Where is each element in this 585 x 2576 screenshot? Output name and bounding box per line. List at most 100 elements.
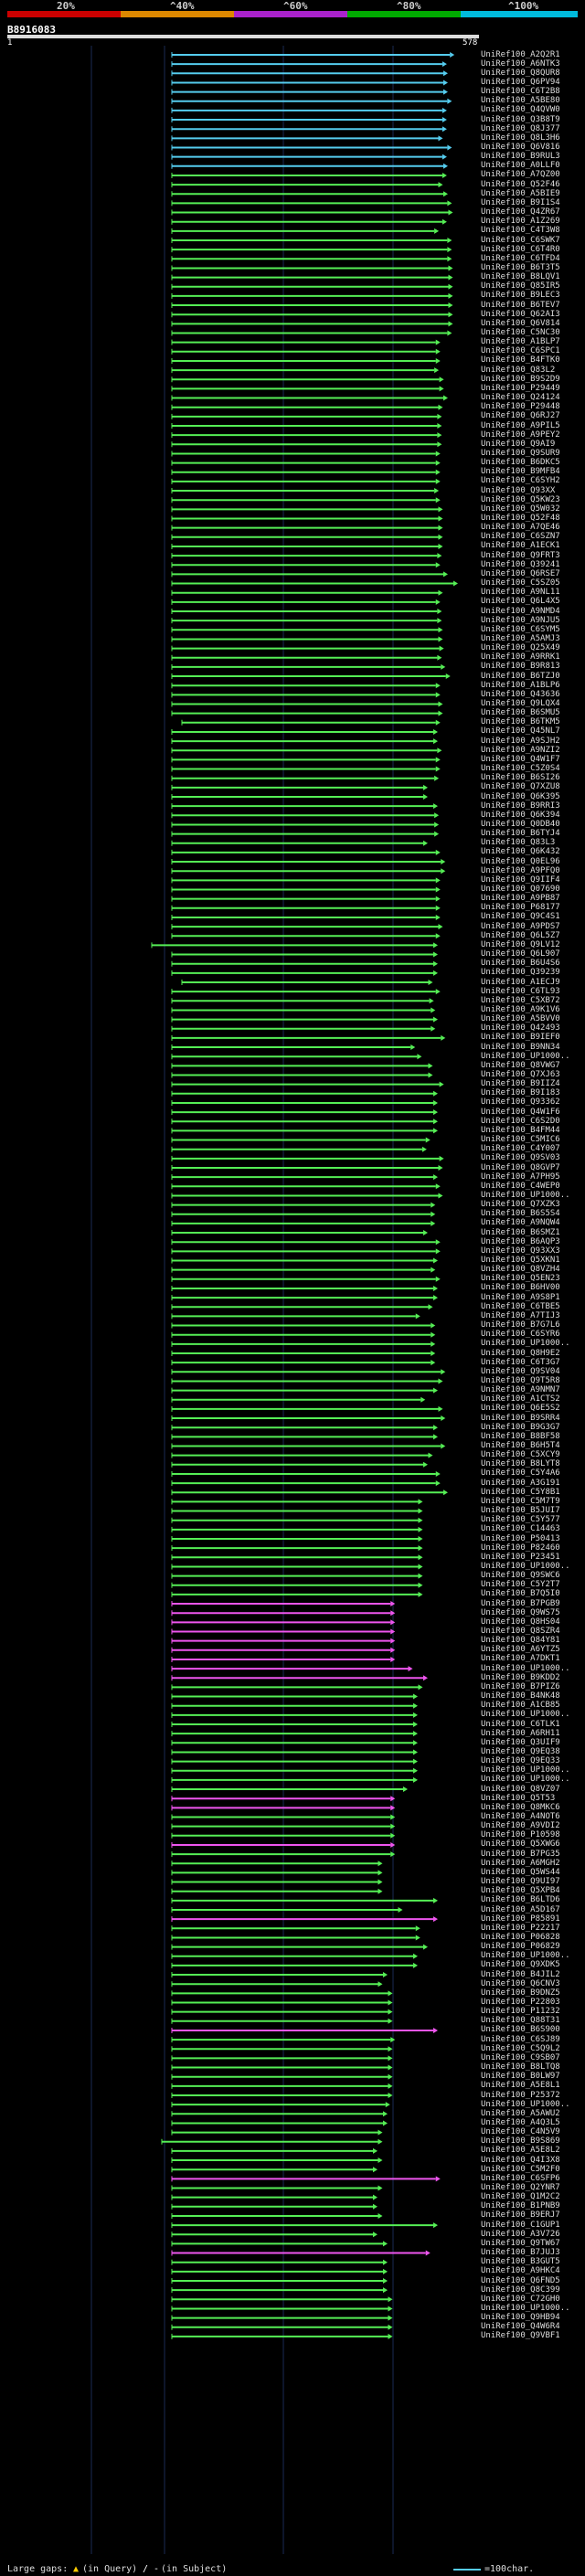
hit-bar[interactable] xyxy=(171,302,453,309)
hit-label-link[interactable]: UniRef100_B4JIL2 xyxy=(481,1969,560,1979)
hit-bar[interactable] xyxy=(171,488,440,494)
hit-bar[interactable] xyxy=(181,719,441,726)
hit-bar[interactable] xyxy=(171,126,447,133)
hit-label-link[interactable]: UniRef100_Q8H9E2 xyxy=(481,1348,560,1358)
hit-bar[interactable] xyxy=(171,1155,444,1161)
hit-label-link[interactable]: UniRef100_Q8C399 xyxy=(481,2284,560,2295)
hit-bar[interactable] xyxy=(171,1304,433,1310)
hit-label-link[interactable]: UniRef100_Q4W1F7 xyxy=(481,754,560,764)
hit-bar[interactable] xyxy=(171,1573,423,1579)
hit-bar[interactable] xyxy=(171,2027,438,2033)
hit-bar[interactable] xyxy=(171,1313,420,1320)
hit-bar[interactable] xyxy=(171,1851,396,1858)
hit-label-link[interactable]: UniRef100_B4FM44 xyxy=(481,1125,560,1135)
hit-bar[interactable] xyxy=(171,182,443,188)
hit-bar[interactable] xyxy=(171,1601,396,1607)
hit-label-link[interactable]: UniRef100_C1GUP1 xyxy=(481,2220,560,2230)
hit-label-link[interactable]: UniRef100_B9MFB4 xyxy=(481,467,560,477)
hit-bar[interactable] xyxy=(171,868,446,875)
hit-bar[interactable] xyxy=(171,283,453,290)
hit-label-link[interactable]: UniRef100_C5SZ05 xyxy=(481,578,560,588)
hit-label-link[interactable]: UniRef100_C6SYM5 xyxy=(481,624,560,634)
hit-label-link[interactable]: UniRef100_Q5KW23 xyxy=(481,494,560,504)
hit-bar[interactable] xyxy=(171,413,442,419)
hit-bar[interactable] xyxy=(171,580,458,587)
hit-bar[interactable] xyxy=(171,1582,423,1588)
hit-label-link[interactable]: UniRef100_Q9SWC6 xyxy=(481,1571,560,1581)
hit-label-link[interactable]: UniRef100_Q45NL7 xyxy=(481,726,560,737)
hit-label-link[interactable]: UniRef100_A9PDS7 xyxy=(481,921,560,931)
hit-bar[interactable] xyxy=(171,1211,436,1217)
hit-label-link[interactable]: UniRef100_B9I1S4 xyxy=(481,197,560,207)
hit-bar[interactable] xyxy=(171,1461,428,1468)
hit-bar[interactable] xyxy=(171,2064,393,2071)
hit-label-link[interactable]: UniRef100_A9VDI2 xyxy=(481,1821,560,1831)
hit-bar[interactable] xyxy=(171,1230,428,1236)
hit-bar[interactable] xyxy=(171,497,441,504)
hit-label-link[interactable]: UniRef100_B6T3T5 xyxy=(481,262,560,272)
hit-label-link[interactable]: UniRef100_A7QZ00 xyxy=(481,170,560,180)
hit-label-link[interactable]: UniRef100_B8LYT8 xyxy=(481,1459,560,1469)
hit-label-link[interactable]: UniRef100_B6TZJ0 xyxy=(481,671,560,681)
hit-label-link[interactable]: UniRef100_B9ERJ7 xyxy=(481,2210,560,2221)
hit-bar[interactable] xyxy=(171,1387,438,1394)
hit-label-link[interactable]: UniRef100_B9G3G7 xyxy=(481,1422,560,1432)
hit-label-link[interactable]: UniRef100_C6SYR6 xyxy=(481,1330,560,1340)
hit-bar[interactable] xyxy=(171,144,452,151)
hit-bar[interactable] xyxy=(171,534,443,540)
hit-bar[interactable] xyxy=(171,645,444,652)
hit-bar[interactable] xyxy=(171,1684,423,1691)
hit-label-link[interactable]: UniRef100_A6MGH2 xyxy=(481,1858,560,1868)
hit-label-link[interactable]: UniRef100_B7PG35 xyxy=(481,1849,560,1859)
hit-label-link[interactable]: UniRef100_Q6L5Z7 xyxy=(481,930,560,940)
hit-label-link[interactable]: UniRef100_Q9T5R8 xyxy=(481,1375,560,1385)
hit-label-link[interactable]: UniRef100_Q8VZ07 xyxy=(481,1784,560,1794)
hit-bar[interactable] xyxy=(171,1351,436,1356)
hit-label-link[interactable]: UniRef100_P50413 xyxy=(481,1533,560,1543)
hit-label-link[interactable]: UniRef100_P06828 xyxy=(481,1932,560,1942)
hit-label-link[interactable]: UniRef100_C4N5V9 xyxy=(481,2127,560,2137)
hit-label-link[interactable]: UniRef100_C6S2D0 xyxy=(481,1116,560,1126)
hit-bar[interactable] xyxy=(171,1183,441,1190)
hit-label-link[interactable]: UniRef100_B6SI26 xyxy=(481,773,560,783)
hit-bar[interactable] xyxy=(171,1434,438,1440)
hit-label-link[interactable]: UniRef100_C72GH0 xyxy=(481,2294,560,2304)
hit-bar[interactable] xyxy=(171,1480,441,1487)
hit-label-link[interactable]: UniRef100_C5M7T9 xyxy=(481,1496,560,1506)
hit-label-link[interactable]: UniRef100_A9K1V6 xyxy=(481,1004,560,1014)
hit-bar[interactable] xyxy=(171,1443,446,1449)
hit-bar[interactable] xyxy=(171,1693,418,1700)
hit-label-link[interactable]: UniRef100_Q6E5S2 xyxy=(481,1404,560,1414)
hit-label-link[interactable]: UniRef100_C6SPC1 xyxy=(481,346,560,356)
hit-bar[interactable] xyxy=(171,1702,418,1709)
hit-bar[interactable] xyxy=(171,1656,396,1662)
hit-label-link[interactable]: UniRef100_B6TKM5 xyxy=(481,717,560,727)
hit-label-link[interactable]: UniRef100_UP1000.. xyxy=(481,1190,570,1200)
hit-bar[interactable] xyxy=(171,2129,383,2136)
hit-label-link[interactable]: UniRef100_A9NZI2 xyxy=(481,745,560,755)
hit-label-link[interactable]: UniRef100_C9SB07 xyxy=(481,2052,560,2062)
hit-label-link[interactable]: UniRef100_Q93XX xyxy=(481,485,556,495)
hit-label-link[interactable]: UniRef100_A5E8L2 xyxy=(481,2146,560,2156)
hit-bar[interactable] xyxy=(171,859,446,865)
hit-label-link[interactable]: UniRef100_A7DKT1 xyxy=(481,1654,560,1664)
hit-label-link[interactable]: UniRef100_C14463 xyxy=(481,1524,560,1534)
hit-label-link[interactable]: UniRef100_A9NMN7 xyxy=(481,1385,560,1395)
hit-label-link[interactable]: UniRef100_Q85IR5 xyxy=(481,281,560,292)
hit-bar[interactable] xyxy=(171,2147,378,2154)
hit-bar[interactable] xyxy=(171,1405,443,1412)
hit-bar[interactable] xyxy=(171,989,441,995)
hit-label-link[interactable]: UniRef100_Q9EQ33 xyxy=(481,1756,560,1766)
hit-bar[interactable] xyxy=(171,1137,431,1143)
hit-bar[interactable] xyxy=(171,70,448,77)
hit-bar[interactable] xyxy=(171,1786,408,1793)
hit-bar[interactable] xyxy=(171,367,440,374)
hit-bar[interactable] xyxy=(171,1322,436,1329)
hit-label-link[interactable]: UniRef100_C6SWK7 xyxy=(481,235,560,245)
hit-label-link[interactable]: UniRef100_Q9LQX4 xyxy=(481,699,560,708)
hit-label-link[interactable]: UniRef100_B7PGB9 xyxy=(481,1598,560,1608)
hit-label-link[interactable]: UniRef100_Q8MKC6 xyxy=(481,1802,560,1812)
hit-label-link[interactable]: UniRef100_Q6FND5 xyxy=(481,2275,560,2285)
hit-bar[interactable] xyxy=(171,1044,416,1051)
hit-label-link[interactable]: UniRef100_C4T3W8 xyxy=(481,226,560,236)
